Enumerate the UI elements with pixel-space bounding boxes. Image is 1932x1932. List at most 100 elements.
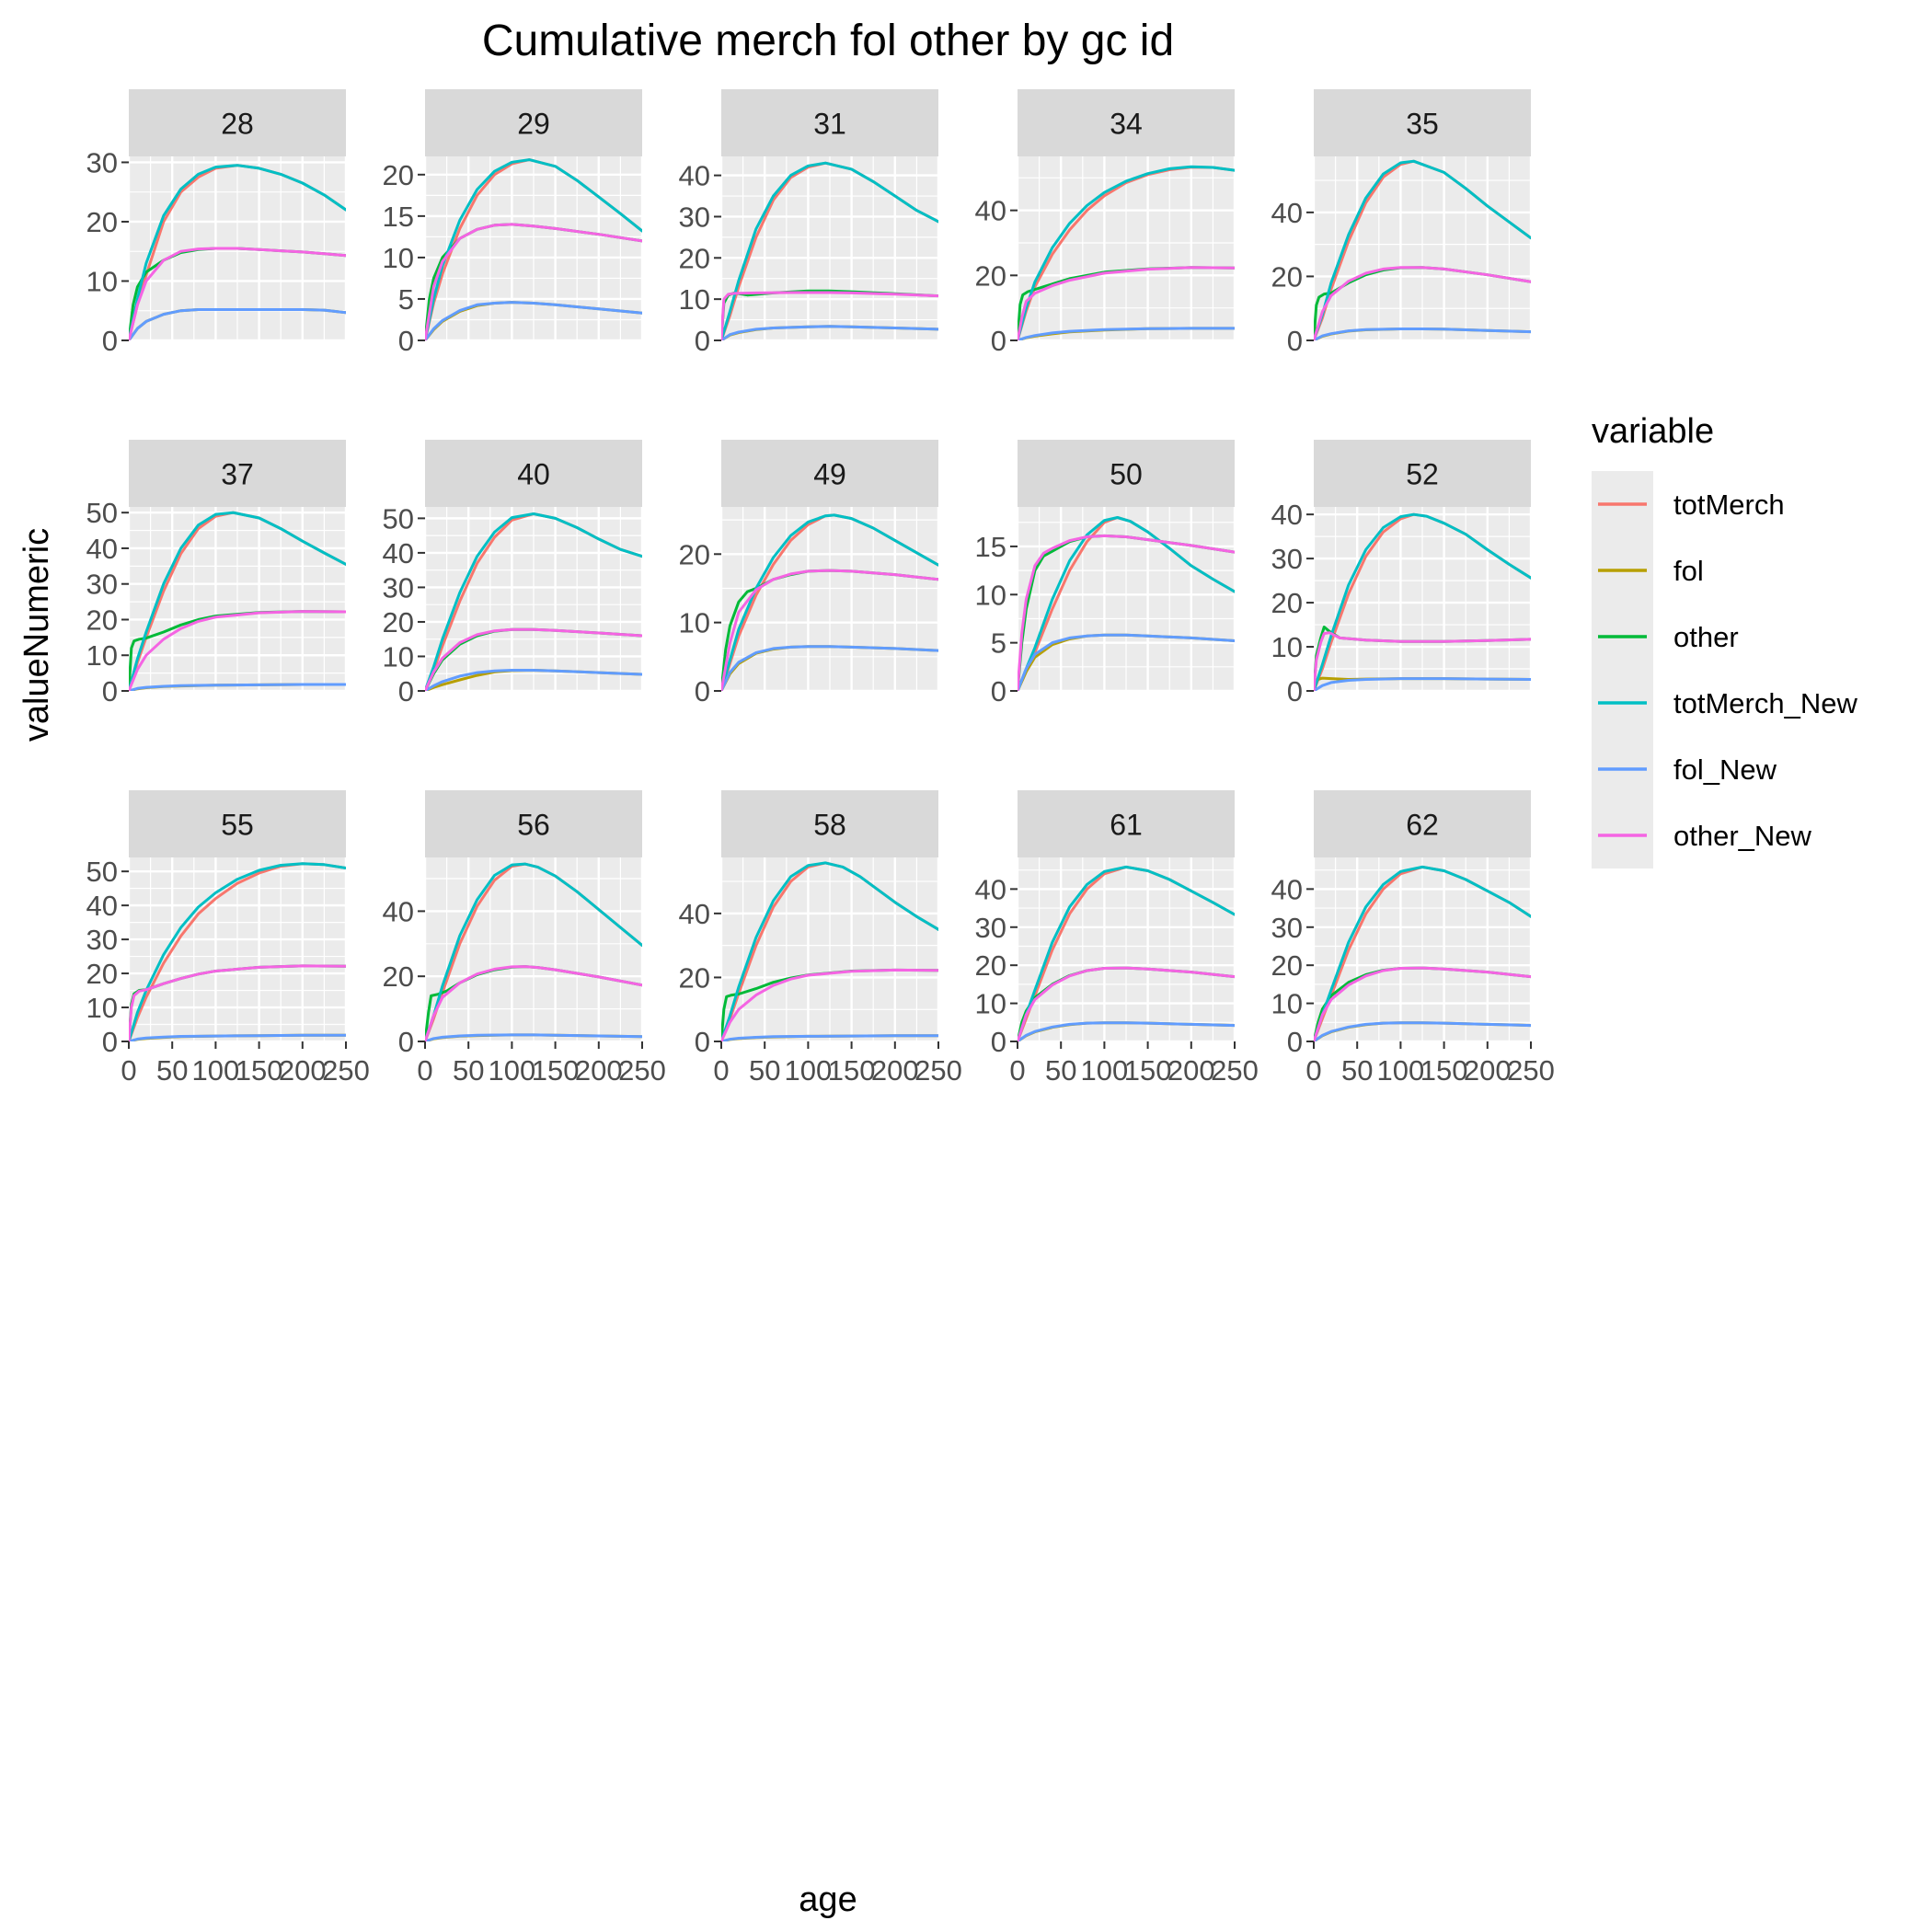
y-tick-label: 10: [383, 640, 414, 673]
series-lines: [1314, 512, 1531, 691]
y-tick-label: 40: [1271, 873, 1303, 905]
series-lines: [1314, 159, 1531, 340]
x-tick-label: 100: [489, 1054, 536, 1087]
y-tick-label: 50: [86, 497, 118, 529]
series-lines: [1018, 516, 1235, 691]
facet-panel-49: 49 0 10 20: [679, 440, 940, 707]
series-line-fol-new: [129, 683, 346, 691]
series-line-other-new: [721, 968, 938, 1041]
series-lines: [425, 862, 642, 1041]
series-line-totmerch-new: [1314, 865, 1531, 1041]
y-tick-label: 30: [1271, 543, 1303, 575]
series-line-fol-new: [1314, 1021, 1531, 1041]
y-tick-label: 50: [86, 856, 118, 888]
x-tick-label: 200: [575, 1054, 623, 1087]
series-line-fol-new: [1018, 633, 1235, 691]
series-line-totmerch-new: [425, 512, 642, 691]
x-tick-label: 250: [914, 1054, 962, 1087]
chart-title: Cumulative merch fol other by gc id: [482, 17, 1174, 65]
series-line-totmerch-new: [1018, 165, 1235, 340]
facet-strip-label: 61: [1110, 809, 1143, 842]
series-line-fol-new: [721, 325, 938, 340]
x-tick-label: 150: [236, 1054, 283, 1087]
x-tick-label: 100: [1081, 1054, 1129, 1087]
series-lines: [1314, 865, 1531, 1041]
facet-panel-50: 50 0 5 10 15: [975, 440, 1236, 707]
series-line-fol-new: [129, 1033, 346, 1041]
series-line-totmerch-new: [721, 861, 938, 1041]
y-tick-label: 20: [1271, 949, 1303, 982]
y-tick-label: 10: [975, 579, 1006, 611]
y-tick-label: 40: [975, 195, 1006, 227]
series-line-totmerch-new: [721, 161, 938, 340]
y-tick-label: 15: [975, 531, 1006, 563]
facet-strip: [721, 790, 938, 857]
y-tick-label: 20: [1271, 260, 1303, 293]
y-tick-label: 20: [975, 259, 1006, 292]
facet-strip: [1314, 790, 1531, 857]
series-line-totmerch-new: [1314, 512, 1531, 691]
y-axis-title: valueNumeric: [17, 528, 56, 742]
y-tick-label: 40: [383, 537, 414, 569]
legend-label: fol: [1673, 555, 1704, 587]
legend-label: other_New: [1673, 820, 1812, 852]
series-line-fol-new: [721, 1034, 938, 1041]
series-line-fol-new: [425, 1033, 642, 1041]
y-tick-label: 40: [1271, 197, 1303, 229]
x-tick-label: 150: [828, 1054, 876, 1087]
facet-strip: [721, 89, 938, 156]
x-tick-label: 50: [1341, 1054, 1373, 1087]
y-tick-label: 10: [679, 607, 710, 639]
y-tick-label: 20: [1271, 587, 1303, 619]
facet-panel-52: 52 0 10 20 30 40: [1271, 440, 1533, 707]
y-tick-label: 30: [86, 924, 118, 956]
facet-strip: [425, 440, 642, 507]
y-tick-label: 0: [991, 325, 1006, 357]
x-tick-label: 200: [871, 1054, 919, 1087]
y-tick-label: 10: [86, 265, 118, 297]
series-lines: [1018, 865, 1235, 1041]
y-tick-label: 0: [398, 1026, 414, 1058]
series-line-totmerch-new: [425, 862, 642, 1041]
x-tick-label: 150: [532, 1054, 580, 1087]
facet-strip-label: 37: [221, 458, 254, 491]
series-line-other-new: [129, 964, 346, 1041]
y-tick-label: 40: [383, 895, 414, 927]
series-line-totmerch-new: [1314, 159, 1531, 340]
y-tick-label: 10: [86, 992, 118, 1024]
y-tick-label: 0: [398, 675, 414, 707]
facet-strip: [1314, 440, 1531, 507]
x-tick-label: 0: [1305, 1054, 1321, 1087]
series-line-other-new: [425, 627, 642, 691]
series-line-other-new: [1314, 266, 1531, 340]
series-line-fol-new: [425, 669, 642, 691]
series-line-fol-new: [1018, 1021, 1235, 1041]
y-tick-label: 0: [1287, 325, 1303, 357]
legend-label: fol_New: [1673, 753, 1777, 786]
x-tick-label: 250: [322, 1054, 370, 1087]
y-tick-label: 20: [86, 604, 118, 636]
facet-strip-label: 55: [221, 809, 254, 842]
x-tick-label: 50: [453, 1054, 484, 1087]
series-line-fol-new: [129, 308, 346, 340]
x-tick-label: 150: [1124, 1054, 1172, 1087]
series-lines: [721, 861, 938, 1041]
facet-panel-34: 34 0 20 40: [975, 89, 1236, 357]
series-line-other-new: [1018, 266, 1235, 340]
facet-strip: [425, 790, 642, 857]
y-tick-label: 20: [679, 242, 710, 274]
facet-strip: [1018, 440, 1235, 507]
y-tick-label: 20: [86, 206, 118, 238]
series-lines: [721, 513, 938, 691]
y-tick-label: 0: [1287, 1026, 1303, 1058]
series-line-totmerch-new: [721, 513, 938, 691]
x-tick-label: 250: [1507, 1054, 1555, 1087]
facet-strip-label: 50: [1110, 458, 1143, 491]
facet-strip: [721, 440, 938, 507]
series-line-fol-new: [721, 645, 938, 691]
series-line-fol-new: [1314, 328, 1531, 340]
